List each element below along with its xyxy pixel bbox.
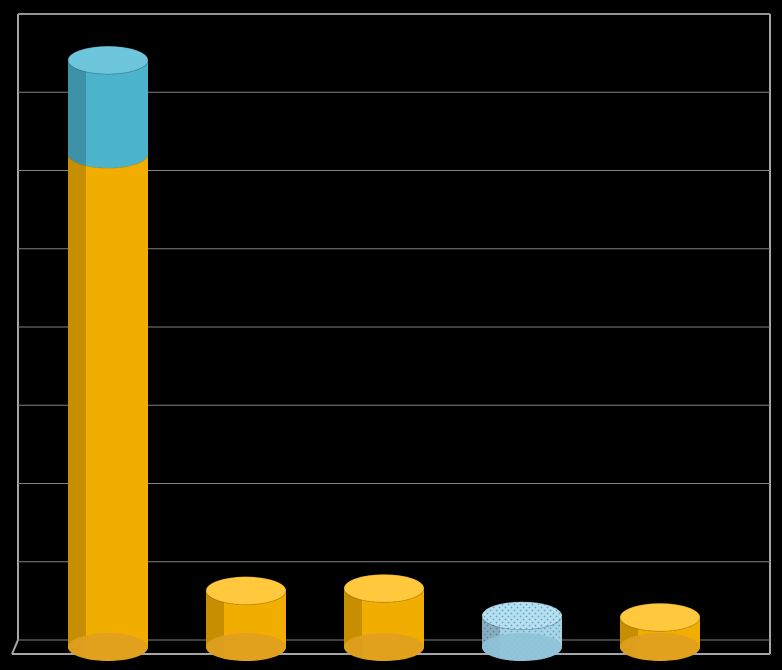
bar-chart-3d (0, 0, 782, 670)
bar-top (344, 574, 424, 602)
bar-top (68, 46, 148, 74)
bar-top (620, 603, 700, 631)
bar-top (482, 602, 562, 630)
bar-top (206, 577, 286, 605)
